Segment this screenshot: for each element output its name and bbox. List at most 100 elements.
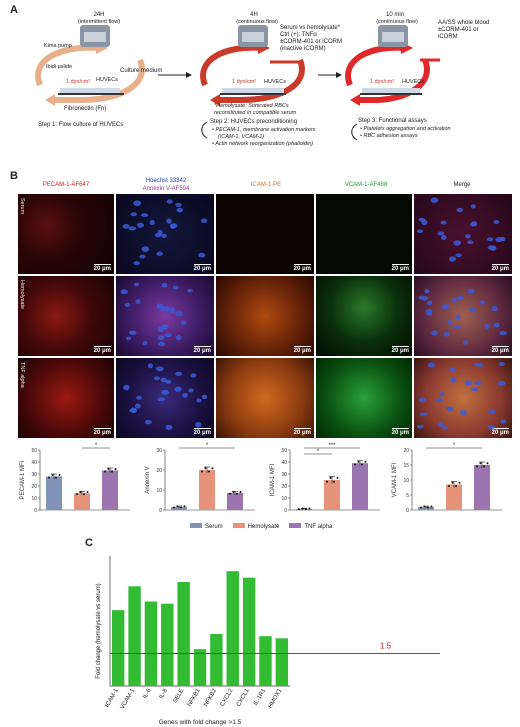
step3-c2: ±CORM-401 or	[438, 27, 479, 33]
scale-bar: 20 μm	[93, 346, 112, 354]
data-point	[364, 460, 367, 463]
bar	[199, 470, 215, 510]
y-tick-label: 5	[406, 493, 409, 499]
scale-bar: 20 μm	[193, 346, 212, 354]
image-serum-icam: 20 μm	[216, 194, 314, 274]
scale-bar: 20 μm	[293, 346, 312, 354]
data-point	[201, 470, 203, 473]
data-point	[361, 463, 363, 466]
data-point	[76, 493, 78, 496]
step3-flow: (continuous flow)	[376, 19, 418, 25]
x-tick-label: CXCL2	[220, 687, 235, 707]
bar	[324, 480, 340, 510]
y-tick-label: 30	[156, 448, 162, 454]
bar	[177, 582, 190, 686]
data-point	[357, 460, 360, 463]
data-point	[232, 491, 235, 494]
data-point	[479, 462, 482, 465]
data-point	[107, 467, 110, 470]
data-point	[458, 481, 461, 484]
bar	[418, 507, 434, 510]
data-point	[308, 507, 311, 510]
image-tnf-pecam: TNF alpha 20 μm	[18, 358, 114, 438]
y-axis-label: Fold change (hemolysate vs serum)	[96, 583, 102, 678]
step1-ibidi: Ibidi μslide	[46, 64, 73, 70]
col-header-annexin: Annexin V-AF594	[142, 186, 190, 192]
data-point	[423, 505, 426, 508]
panel-c-label: C	[85, 537, 93, 549]
scale-bar: 20 μm	[93, 428, 112, 436]
scale-bar: 20 μm	[391, 428, 410, 436]
step1-huvecs: HUVECs	[96, 77, 119, 83]
data-point	[111, 470, 113, 473]
col-header-icam: ICAM-1-PE	[250, 182, 282, 188]
y-tick-label: 40	[31, 460, 37, 466]
x-tick-label: IL-6	[142, 687, 153, 700]
y-tick-label: 0	[159, 508, 162, 514]
data-point	[58, 473, 61, 476]
significance-label: *	[317, 449, 320, 455]
y-tick-label: 10	[403, 478, 409, 484]
x-tick-label: HMOX1	[268, 687, 284, 709]
col-header-vcam: VCAM-1-AF488	[344, 182, 388, 188]
step2-note2: reconstituted in compatible serum	[214, 110, 297, 116]
y-tick-label: 20	[281, 484, 287, 490]
row-label-serum: Serum	[19, 198, 25, 215]
scale-bar: 20 μm	[391, 346, 410, 354]
col-header-merge: Merge	[453, 182, 471, 188]
y-axis-label: ICAM-1 MFI	[270, 464, 276, 497]
bar	[227, 493, 243, 510]
scale-bar: 20 μm	[193, 428, 212, 436]
data-point	[104, 470, 106, 473]
x-tick-label: CXCL1	[236, 687, 251, 707]
bar	[259, 636, 272, 686]
data-point	[336, 476, 339, 479]
scale-bar: 20 μm	[293, 428, 312, 436]
data-point	[86, 491, 89, 494]
bar	[144, 601, 158, 686]
x-axis-label: Genes with fold change >1.5	[159, 719, 242, 726]
step1-kima: Kima pump	[44, 43, 72, 49]
image-serum-merge: 20 μm	[414, 194, 512, 274]
x-tick-label: ICAM-1	[105, 687, 121, 708]
step2-shear: 1 dyn/cm²	[232, 79, 257, 85]
bar	[74, 493, 90, 510]
step1-time: 24H	[93, 12, 105, 18]
step3-time: 10 min	[385, 12, 404, 18]
legend-tnf: TNF alpha	[289, 523, 332, 531]
data-point	[451, 481, 454, 484]
bar	[128, 586, 141, 687]
y-tick-label: 20	[156, 468, 162, 474]
step3-bullet1: • Platelets aggregation and activation	[360, 126, 451, 132]
bar	[112, 610, 125, 686]
step3-title: Step 3: Functional assays	[358, 118, 427, 124]
data-point	[427, 506, 429, 509]
data-point	[455, 485, 457, 487]
step2-cond4: (inactive iCORM)	[280, 46, 326, 52]
data-point	[180, 506, 182, 509]
data-point	[448, 485, 450, 487]
y-tick-label: 10	[281, 496, 287, 502]
image-hemolysate-icam: 20 μm	[216, 276, 314, 356]
step2-title: Step 2: HUVECs preconditioning	[210, 119, 298, 125]
step2-time: 4H	[250, 12, 258, 18]
data-point	[183, 505, 186, 508]
image-serum-pecam: Serum 20 μm	[18, 194, 114, 274]
legend: Serum Hemolysate TNF alpha	[190, 523, 332, 531]
legend-serum: Serum	[190, 523, 223, 531]
panel-c-chart: ICAM-1 VCAM-1 IL-6 IL-8 SELE NFKB1 NFKB2 CXCL2 C…	[96, 556, 440, 726]
data-point	[204, 467, 207, 470]
bar	[275, 638, 289, 687]
y-tick-label: 20	[31, 484, 37, 490]
step2-bullet1b: (ICAM-1, VCAM-1)	[218, 134, 265, 140]
data-point	[354, 463, 356, 466]
image-tnf-icam: 20 μm	[216, 358, 314, 438]
step3-c1: AA/SS whole blood	[438, 20, 490, 26]
scale-bar: 20 μm	[93, 264, 112, 272]
bar	[242, 577, 256, 686]
row-label-tnf: TNF alpha	[19, 362, 25, 388]
step2-cond1: Serum vs hemolysate*	[280, 25, 341, 31]
y-tick-label: 30	[281, 472, 287, 478]
scale-bar: 20 μm	[293, 264, 312, 272]
